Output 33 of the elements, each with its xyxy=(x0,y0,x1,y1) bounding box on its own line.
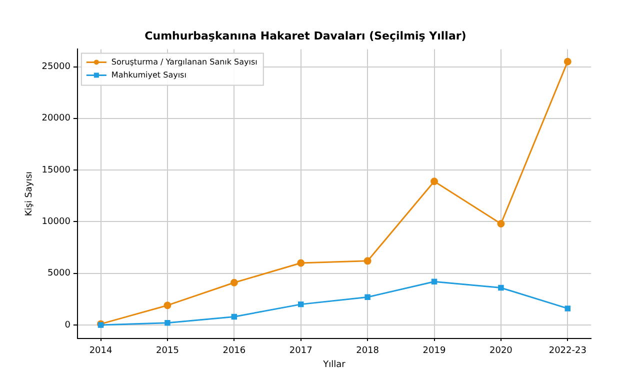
point xyxy=(364,257,372,265)
point xyxy=(431,278,438,284)
x-tick-label: 2017 xyxy=(289,346,312,356)
point xyxy=(498,284,504,291)
x-axis-title: Yıllar xyxy=(322,360,346,370)
legend-label: Mahkumiyet Sayısı xyxy=(111,70,186,80)
point xyxy=(164,302,172,310)
point xyxy=(564,58,572,66)
x-tick-label: 2015 xyxy=(156,346,179,356)
x-tick-label: 2022-23 xyxy=(548,346,586,356)
y-axis-title: Kişi Sayısı xyxy=(24,171,35,216)
point xyxy=(364,294,370,300)
x-tick-label: 2014 xyxy=(89,346,112,356)
point xyxy=(497,220,505,228)
point xyxy=(231,314,238,320)
chart-title: Cumhurbaşkanına Hakaret Davaları (Seçilmiş Yıllar) xyxy=(144,29,466,42)
x-tick-label: 2016 xyxy=(222,346,246,356)
y-tick-label: 10000 xyxy=(42,217,71,228)
x-tick-label: 2019 xyxy=(422,346,446,356)
y-tick-label: 0 xyxy=(64,320,71,330)
y-tick-label: 15000 xyxy=(42,165,71,176)
legend-label: Soruşturma / Yargılanan Sanık Sayısı xyxy=(111,57,258,66)
x-tick-label: 2018 xyxy=(356,346,380,356)
y-tick-label: 20000 xyxy=(42,114,71,124)
point xyxy=(230,278,238,286)
point xyxy=(164,320,170,326)
y-tick-label: 5000 xyxy=(48,268,71,279)
point xyxy=(564,306,571,312)
point xyxy=(298,301,304,308)
x-tick-label: 2020 xyxy=(490,346,513,356)
y-tick-label: 25000 xyxy=(42,62,71,72)
point xyxy=(297,259,305,267)
point xyxy=(430,178,438,186)
